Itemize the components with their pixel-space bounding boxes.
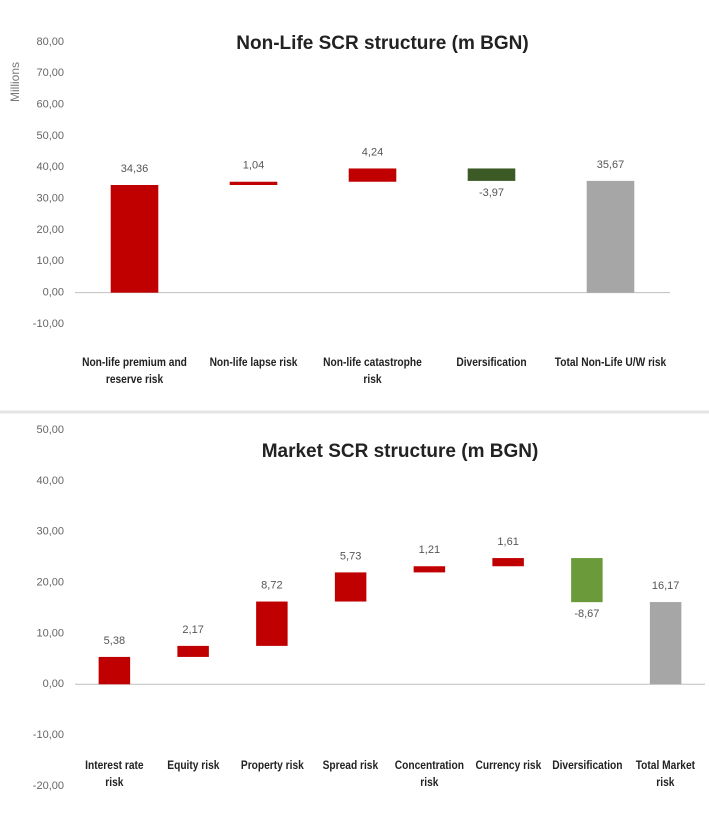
y-tick-label: 10,00 — [36, 627, 64, 639]
data-label: 1,61 — [497, 536, 518, 548]
x-tick-label: Concentration risk — [394, 758, 464, 789]
bar — [586, 180, 635, 293]
x-tick-label: Diversification — [551, 758, 623, 772]
data-label: 4,24 — [362, 146, 383, 158]
data-label: 34,36 — [121, 163, 149, 175]
bar — [334, 572, 367, 602]
x-tick-label: Spread risk — [322, 758, 379, 772]
x-tick-label: Total Market risk — [635, 758, 696, 789]
data-label: -8,67 — [574, 608, 599, 620]
y-tick-label: 30,00 — [36, 526, 64, 538]
x-tick-label: Property risk — [240, 758, 304, 772]
x-tick-label: Diversification — [456, 355, 527, 369]
bar — [98, 656, 131, 685]
data-label: -3,97 — [479, 187, 504, 199]
bar — [492, 558, 524, 567]
bar — [571, 558, 603, 603]
x-tick-label: Non-life premium and reserve risk — [82, 355, 187, 386]
bar — [256, 601, 288, 646]
bar — [110, 185, 159, 293]
x-tick-label: Currency risk — [475, 758, 542, 772]
y-tick-label: -10,00 — [33, 729, 64, 741]
y-tick-label: 80,00 — [36, 36, 64, 48]
x-tick-label: Interest rate risk — [85, 758, 144, 789]
y-tick-label: 70,00 — [36, 67, 64, 79]
bar — [348, 168, 397, 182]
data-label: 8,72 — [261, 579, 282, 591]
y-tick-label: 20,00 — [36, 224, 64, 236]
y-tick-label: 30,00 — [36, 193, 64, 205]
data-label: 1,21 — [419, 544, 440, 556]
data-label: 2,17 — [182, 624, 203, 636]
x-tick-label: Equity risk — [167, 758, 220, 772]
data-label: 5,73 — [340, 550, 361, 562]
y-tick-label: -20,00 — [33, 780, 64, 792]
data-label: 35,67 — [597, 159, 625, 171]
y-axis-label: Millions — [8, 62, 22, 102]
x-tick-label: Total Non-Life U/W risk — [554, 355, 667, 369]
data-label: 16,17 — [652, 580, 680, 592]
x-tick-label: Non-life catastrophe risk — [323, 355, 422, 386]
y-tick-label: 40,00 — [36, 161, 64, 173]
bar — [649, 602, 682, 685]
chart-title: Non-Life SCR structure (m BGN) — [236, 33, 528, 54]
y-tick-label: 10,00 — [36, 255, 64, 267]
y-tick-label: 50,00 — [36, 130, 64, 142]
bar — [229, 181, 278, 186]
y-tick-label: 20,00 — [36, 576, 64, 588]
bar — [177, 645, 209, 657]
data-label: 5,38 — [104, 635, 125, 647]
bar — [413, 566, 446, 573]
y-tick-label: 50,00 — [36, 424, 64, 436]
y-tick-label: 0,00 — [43, 287, 64, 299]
x-tick-label: Non-life lapse risk — [209, 355, 298, 369]
y-tick-label: -10,00 — [33, 318, 64, 330]
chart-title: Market SCR structure (m BGN) — [262, 441, 539, 462]
y-tick-label: 40,00 — [36, 475, 64, 487]
bar — [467, 168, 516, 181]
y-tick-label: 0,00 — [43, 678, 64, 690]
data-label: 1,04 — [243, 160, 264, 172]
y-tick-label: 60,00 — [36, 99, 64, 111]
